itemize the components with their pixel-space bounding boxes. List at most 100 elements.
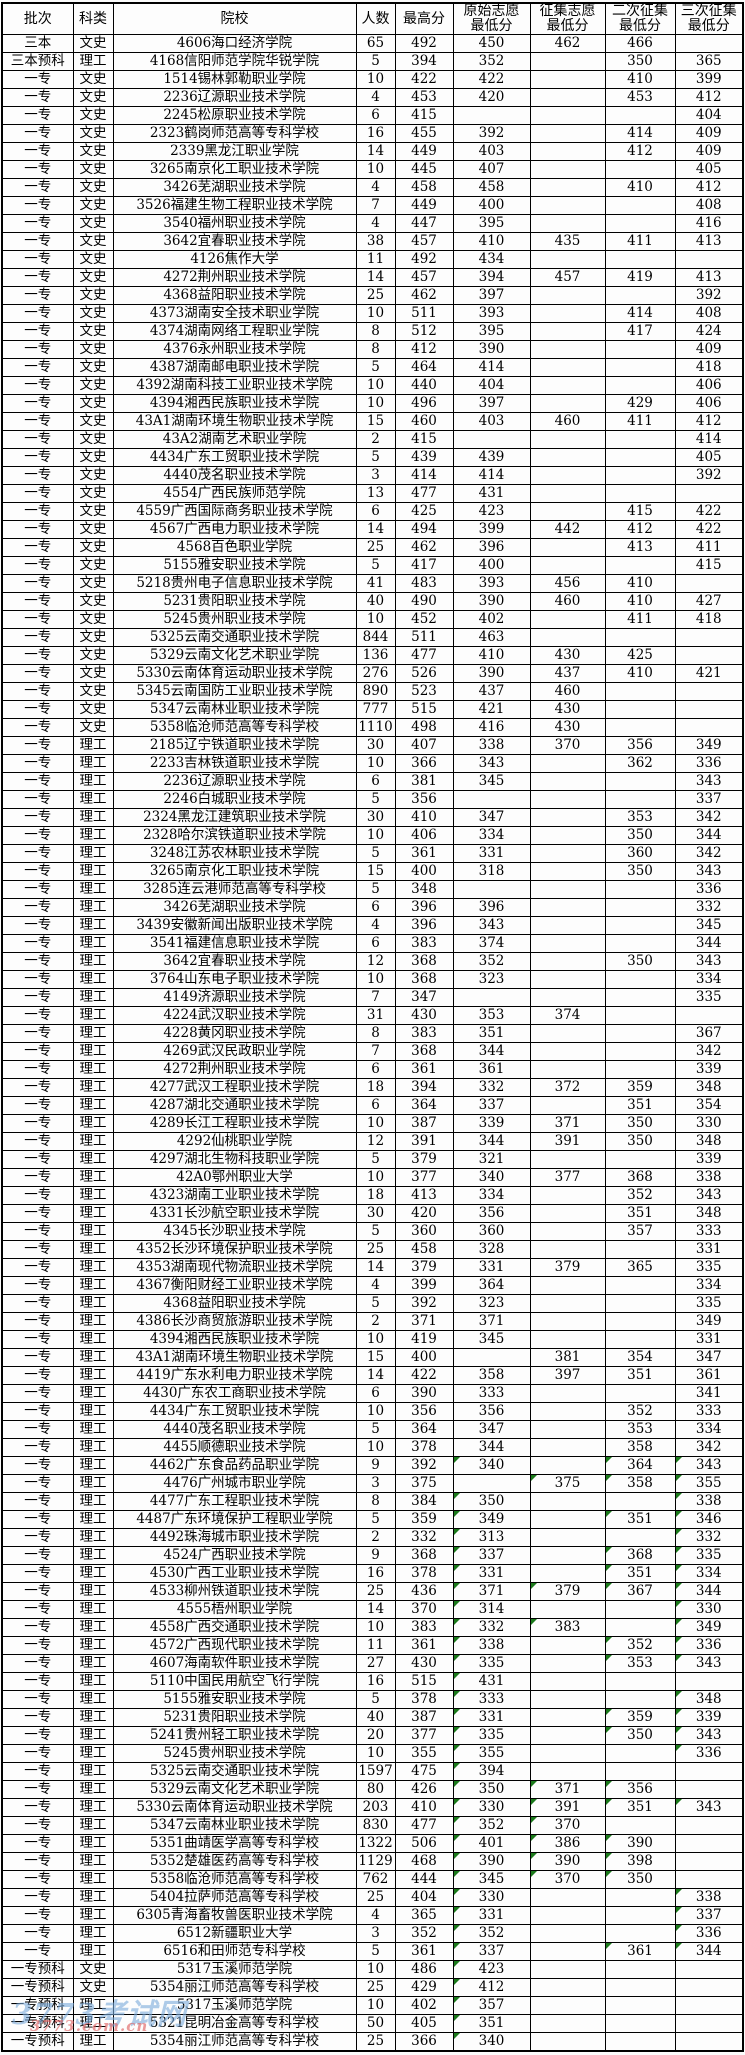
- cell-second-collection-min: 390: [604, 1834, 676, 1853]
- cell-batch: 一专预科: [1, 1996, 74, 2015]
- cell-third-collection-min: [674, 1852, 744, 1871]
- cell-school: 2246白城职业技术学院: [112, 790, 357, 809]
- cell-comment-flag-icon: [454, 1529, 460, 1535]
- cell-category: 理工: [72, 1564, 114, 1583]
- cell-max-score: 368: [394, 1546, 454, 1565]
- table-row: 一专 文史 4387湖南邮电职业技术学院 5 464 414 418: [1, 358, 744, 377]
- col-header-school: 院校: [112, 2, 357, 35]
- cell-original-volunteer-min: 343: [452, 916, 531, 935]
- cell-second-collection-min: [604, 1312, 676, 1331]
- cell-max-score: 462: [394, 538, 454, 557]
- cell-collected-volunteer-min: 371: [529, 1114, 606, 1133]
- cell-count: 1597: [355, 1762, 396, 1781]
- cell-school: 4567广西电力职业技术学院: [112, 520, 357, 539]
- cell-second-collection-min: 353: [604, 1654, 676, 1673]
- cell-school: 4476广州城市职业学院: [112, 1474, 357, 1493]
- cell-original-volunteer-min: 400: [452, 556, 531, 575]
- cell-count: 11: [355, 1636, 396, 1655]
- cell-third-collection-min: 365: [674, 52, 744, 71]
- cell-original-volunteer-min: 331: [452, 844, 531, 863]
- cell-second-collection-min: [604, 1888, 676, 1907]
- cell-count: 5: [355, 358, 396, 377]
- cell-max-score: 378: [394, 1564, 454, 1583]
- cell-batch: 一专: [1, 736, 74, 755]
- cell-batch: 一专: [1, 1168, 74, 1187]
- cell-third-collection-min: 413: [674, 232, 744, 251]
- cell-count: 844: [355, 628, 396, 647]
- cell-collected-volunteer-min: [529, 1402, 606, 1421]
- cell-third-collection-min: [674, 250, 744, 269]
- cell-batch: 一专: [1, 1258, 74, 1277]
- cell-batch: 一专: [1, 1204, 74, 1223]
- cell-comment-flag-icon: [676, 1709, 682, 1715]
- cell-collected-volunteer-min: 377: [529, 1168, 606, 1187]
- cell-category: 理工: [72, 1636, 114, 1655]
- cell-count: 40: [355, 592, 396, 611]
- cell-second-collection-min: [604, 700, 676, 719]
- cell-school: 4287湖北交通职业技术学院: [112, 1096, 357, 1115]
- cell-max-score: 378: [394, 1690, 454, 1709]
- cell-category: 文史: [72, 196, 114, 215]
- cell-batch: 一专: [1, 1294, 74, 1313]
- cell-batch: 一专: [1, 1078, 74, 1097]
- cell-category: 理工: [72, 1708, 114, 1727]
- cell-category: 理工: [72, 1942, 114, 1961]
- cell-comment-flag-icon: [454, 1727, 460, 1733]
- cell-original-volunteer-min: 333: [452, 1690, 531, 1709]
- cell-max-score: 396: [394, 916, 454, 935]
- cell-batch: 一专: [1, 520, 74, 539]
- cell-third-collection-min: 338: [674, 1492, 744, 1511]
- cell-comment-flag-icon: [606, 1583, 612, 1589]
- cell-third-collection-min: 330: [674, 1600, 744, 1619]
- table-row: 一专预科 理工 5354丽江师范高等专科学校 25 366 340: [1, 2032, 744, 2052]
- cell-third-collection-min: 337: [674, 1906, 744, 1925]
- cell-count: 777: [355, 700, 396, 719]
- cell-max-score: 371: [394, 1312, 454, 1331]
- cell-batch: 一专: [1, 754, 74, 773]
- table-row: 一专 理工 4419广东水利电力职业技术学院 14 422 358 397 351 361: [1, 1366, 744, 1385]
- cell-batch: 一专: [1, 772, 74, 791]
- cell-original-volunteer-min: 344: [452, 1132, 531, 1151]
- cell-count: 5: [355, 1150, 396, 1169]
- cell-category: 理工: [72, 1150, 114, 1169]
- cell-max-score: 394: [394, 52, 454, 71]
- cell-max-score: 356: [394, 790, 454, 809]
- table-row: 一专 理工 4477广东工程职业技术学院 8 384 350 338: [1, 1492, 744, 1511]
- cell-collected-volunteer-min: 390: [529, 1852, 606, 1871]
- cell-second-collection-min: [604, 1150, 676, 1169]
- cell-original-volunteer-min: 434: [452, 250, 531, 269]
- cell-category: 理工: [72, 1438, 114, 1457]
- cell-original-volunteer-min: 337: [452, 1942, 531, 1961]
- cell-batch: 一专: [1, 1744, 74, 1763]
- cell-collected-volunteer-min: [529, 484, 606, 503]
- cell-original-volunteer-min: 390: [452, 592, 531, 611]
- cell-collected-volunteer-min: [529, 556, 606, 575]
- cell-collected-volunteer-min: 371: [529, 1780, 606, 1799]
- cell-category: 理工: [72, 1258, 114, 1277]
- cell-original-volunteer-min: 396: [452, 538, 531, 557]
- cell-collected-volunteer-min: [529, 628, 606, 647]
- cell-category: 理工: [72, 1168, 114, 1187]
- cell-batch: 一专: [1, 952, 74, 971]
- cell-max-score: 457: [394, 232, 454, 251]
- cell-count: 2: [355, 430, 396, 449]
- cell-collected-volunteer-min: [529, 1942, 606, 1961]
- cell-school: 5354丽江师范高等专科学校: [112, 2032, 357, 2052]
- cell-comment-flag-icon: [454, 1961, 460, 1967]
- cell-count: 4: [355, 1276, 396, 1295]
- cell-original-volunteer-min: 397: [452, 286, 531, 305]
- cell-count: 4: [355, 916, 396, 935]
- cell-count: 31: [355, 1006, 396, 1025]
- cell-school: 4455顺德职业技术学院: [112, 1438, 357, 1457]
- cell-collected-volunteer-min: 379: [529, 1258, 606, 1277]
- cell-third-collection-min: 348: [674, 1204, 744, 1223]
- cell-category: 理工: [72, 1366, 114, 1385]
- cell-third-collection-min: [674, 718, 744, 737]
- cell-count: 2: [355, 1312, 396, 1331]
- cell-collected-volunteer-min: [529, 1240, 606, 1259]
- cell-category: 文史: [72, 268, 114, 287]
- cell-second-collection-min: [604, 772, 676, 791]
- cell-comment-flag-icon: [676, 1943, 682, 1949]
- cell-third-collection-min: 331: [674, 1330, 744, 1349]
- cell-collected-volunteer-min: [529, 1978, 606, 1997]
